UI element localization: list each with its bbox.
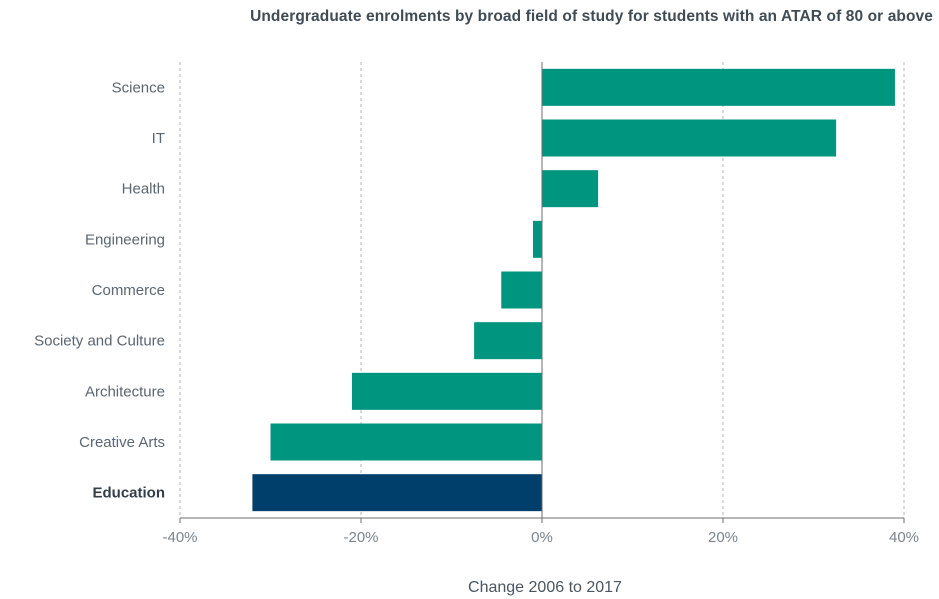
chart-title: Undergraduate enrolments by broad field … [250, 8, 933, 25]
bar-science [542, 68, 895, 106]
category-labels: Science IT Health Engineering Commerce Societ… [34, 79, 165, 501]
category-label: Society and Culture [34, 333, 165, 350]
x-tick-label: 40% [889, 529, 919, 546]
axes [179, 62, 905, 523]
category-label: Commerce [92, 282, 165, 299]
bar-commerce [501, 271, 542, 309]
x-tick-labels: -40% -20% 0% 20% 40% [162, 529, 919, 546]
x-axis-title: Change 2006 to 2017 [468, 579, 622, 596]
bar-architecture [351, 372, 542, 410]
x-tick-label: -40% [162, 529, 197, 546]
bar-creative-arts [270, 423, 542, 461]
category-label: Education [92, 485, 165, 502]
category-label: Science [112, 79, 165, 96]
category-label: Engineering [85, 231, 165, 248]
category-label: Architecture [85, 383, 165, 400]
category-label: Creative Arts [79, 434, 165, 451]
bars [252, 68, 895, 512]
x-tick-label: -20% [343, 529, 378, 546]
bar-health [542, 170, 599, 208]
x-tick-label: 20% [708, 529, 738, 546]
bar-engineering [532, 220, 542, 258]
category-label: IT [152, 130, 165, 147]
bar-society-and-culture [474, 322, 542, 360]
bar-education [252, 474, 542, 512]
bar-it [542, 119, 837, 157]
category-label: Health [122, 181, 165, 198]
x-tick-label: 0% [531, 529, 553, 546]
